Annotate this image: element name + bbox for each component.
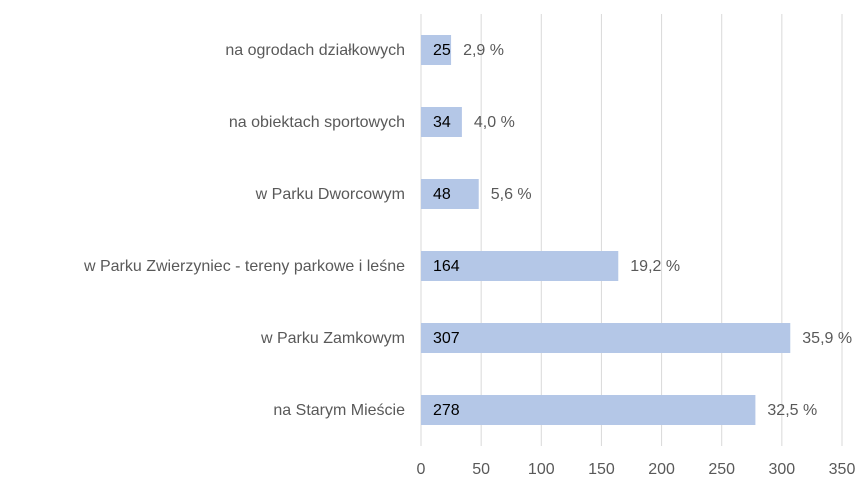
- value-label: 34: [433, 114, 451, 131]
- y-tick-label: w Parku Zwierzyniec - tereny parkowe i l…: [83, 258, 405, 275]
- bar: [421, 251, 619, 281]
- bar: [421, 323, 791, 353]
- y-tick-label: w Parku Zamkowym: [260, 330, 405, 347]
- bar: [421, 395, 756, 425]
- x-tick-label: 150: [588, 461, 615, 478]
- percent-label: 35,9 %: [802, 330, 852, 347]
- percent-label: 19,2 %: [630, 258, 680, 275]
- x-tick-label: 350: [829, 461, 856, 478]
- bar: [421, 107, 462, 137]
- percent-label: 2,9 %: [463, 42, 504, 59]
- bar: [421, 179, 479, 209]
- value-label: 278: [433, 402, 460, 419]
- x-tick-label: 0: [417, 461, 426, 478]
- y-tick-label: na obiektach sportowych: [229, 114, 405, 131]
- x-tick-label: 100: [528, 461, 555, 478]
- x-tick-label: 50: [472, 461, 490, 478]
- x-tick-label: 300: [769, 461, 796, 478]
- percent-label: 5,6 %: [491, 186, 532, 203]
- bar: [421, 35, 452, 65]
- y-tick-label: w Parku Dworcowym: [255, 186, 405, 203]
- x-tick-label: 200: [648, 461, 675, 478]
- percent-label: 32,5 %: [767, 402, 817, 419]
- x-tick-label: 250: [708, 461, 735, 478]
- value-label: 307: [433, 330, 460, 347]
- value-label: 25: [433, 42, 451, 59]
- y-tick-label: na ogrodach działkowych: [225, 42, 405, 59]
- value-label: 48: [433, 186, 451, 203]
- value-label: 164: [433, 258, 460, 275]
- percent-label: 4,0 %: [474, 114, 515, 131]
- y-tick-label: na Starym Mieście: [273, 402, 405, 419]
